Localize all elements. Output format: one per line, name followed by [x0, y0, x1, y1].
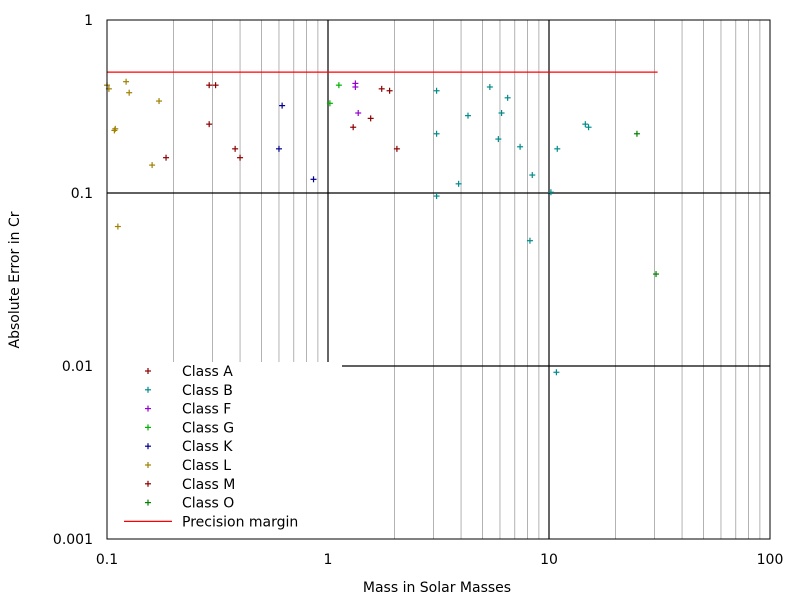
legend-label: Class K — [182, 439, 233, 455]
legend-label: Class O — [182, 496, 234, 512]
data-point — [279, 102, 286, 109]
legend-item: Class A — [145, 364, 233, 380]
data-point — [310, 176, 317, 183]
axis-ticks: 0.1 1 10 100 0.001 0.01 0.1 1 — [53, 13, 783, 568]
legend-label: Precision margin — [182, 514, 298, 530]
data-point — [504, 94, 511, 101]
data-point — [275, 145, 282, 152]
data-point — [114, 223, 121, 230]
legend-item: Class F — [145, 402, 231, 418]
data-point — [163, 154, 170, 161]
data-point — [547, 189, 554, 196]
y-axis-title: Absolute Error in Cr — [7, 211, 23, 348]
x-tick-label: 10 — [540, 552, 558, 568]
data-point — [212, 82, 219, 89]
data-point — [112, 125, 119, 132]
data-point — [486, 83, 493, 90]
legend-label: Class L — [182, 458, 231, 474]
data-point — [529, 172, 536, 179]
data-point — [585, 124, 592, 131]
legend-label: Class B — [182, 383, 233, 399]
data-point — [386, 87, 393, 94]
data-point — [126, 89, 133, 96]
grid — [107, 20, 770, 539]
legend-label: Class A — [182, 364, 233, 380]
data-point — [149, 162, 156, 169]
x-tick-label: 1 — [324, 552, 333, 568]
legend-item: Class L — [145, 458, 231, 474]
legend-label: Class M — [182, 477, 235, 493]
x-tick-label: 100 — [757, 552, 784, 568]
data-point — [326, 100, 333, 107]
data-point — [464, 112, 471, 119]
legend: Class A Class B Class F Class G Class K Class… — [124, 364, 298, 530]
legend-label: Class F — [182, 402, 231, 418]
x-tick-label: 0.1 — [96, 552, 118, 568]
data-point — [355, 110, 362, 117]
y-tick-label: 0.1 — [71, 186, 93, 202]
data-point — [378, 85, 385, 92]
data-point — [653, 271, 660, 278]
data-point — [553, 369, 560, 376]
legend-item: Class O — [145, 496, 234, 512]
y-tick-label: 1 — [84, 13, 93, 29]
data-point — [123, 78, 130, 85]
data-point — [350, 124, 357, 131]
x-axis-title: Mass in Solar Masses — [363, 580, 511, 596]
data-point — [582, 121, 589, 128]
data-point — [393, 145, 400, 152]
data-point — [367, 115, 374, 122]
legend-label: Class G — [182, 420, 234, 436]
data-point — [526, 237, 533, 244]
legend-item: Class K — [145, 439, 233, 455]
data-point — [554, 145, 561, 152]
legend-item: Class B — [145, 383, 233, 399]
legend-item: Precision margin — [124, 514, 298, 530]
data-point — [156, 98, 163, 105]
y-tick-label: 0.01 — [62, 359, 93, 375]
plot-area — [104, 71, 660, 376]
y-tick-label: 0.001 — [53, 532, 93, 548]
data-point — [232, 145, 239, 152]
data-point — [335, 82, 342, 89]
data-point — [433, 87, 440, 94]
data-point — [352, 80, 359, 87]
data-point — [633, 130, 640, 137]
data-point — [237, 154, 244, 161]
data-point — [206, 121, 213, 128]
legend-item: Class M — [145, 477, 235, 493]
data-point — [433, 193, 440, 200]
data-point — [498, 110, 505, 117]
plot-frame — [106, 19, 771, 540]
data-point — [455, 180, 462, 187]
data-point — [433, 130, 440, 137]
data-point — [517, 143, 524, 150]
data-point — [206, 82, 213, 89]
data-point — [495, 136, 502, 143]
legend-item: Class G — [145, 420, 234, 436]
